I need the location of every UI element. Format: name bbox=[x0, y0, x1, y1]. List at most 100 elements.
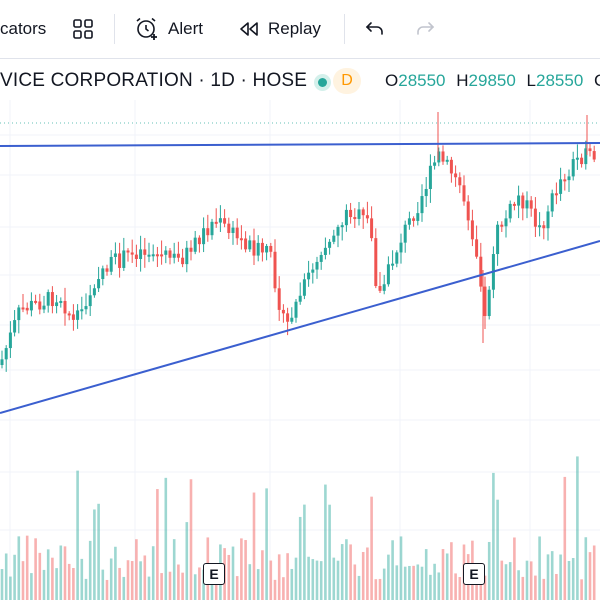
candle-body bbox=[176, 253, 180, 258]
volume-bar bbox=[17, 536, 21, 600]
ohlc-readout: O28550 H29850 L28550 C2 bbox=[385, 71, 600, 91]
candle-body bbox=[496, 224, 500, 255]
candle-body bbox=[403, 224, 407, 243]
candle-body bbox=[533, 208, 537, 227]
candle-body bbox=[126, 250, 130, 253]
volume-bar bbox=[93, 509, 96, 600]
candle-body bbox=[286, 313, 290, 322]
candle-body bbox=[428, 165, 432, 190]
volume-bar bbox=[84, 578, 88, 600]
volume-bar bbox=[483, 575, 487, 600]
toolbar-separator bbox=[114, 14, 115, 44]
volume-bar bbox=[563, 476, 567, 600]
resistance-trendline bbox=[0, 142, 600, 147]
candle-body bbox=[521, 195, 525, 209]
candle-body bbox=[105, 268, 109, 272]
volume-bar bbox=[181, 572, 184, 600]
candle-body bbox=[470, 220, 474, 240]
volume-bar bbox=[21, 561, 25, 600]
candle-body bbox=[508, 203, 512, 219]
indicators-button[interactable]: cators bbox=[0, 9, 46, 49]
volume-bar bbox=[374, 579, 378, 600]
volume-bar bbox=[126, 560, 130, 600]
candle-body bbox=[538, 225, 542, 228]
volume-bar bbox=[529, 561, 533, 600]
redo-icon bbox=[414, 18, 436, 40]
undo-button[interactable] bbox=[364, 9, 386, 49]
candle-body bbox=[475, 239, 479, 257]
volume-bar bbox=[118, 567, 121, 600]
volume-bar bbox=[72, 567, 75, 600]
candle-body bbox=[344, 209, 348, 226]
volume-bar bbox=[0, 569, 4, 600]
layouts-button[interactable] bbox=[72, 9, 94, 49]
candle-body bbox=[130, 252, 134, 255]
volume-bar bbox=[55, 568, 58, 600]
candle-body bbox=[525, 200, 529, 209]
candle-body bbox=[273, 251, 277, 289]
volume-bar bbox=[168, 571, 172, 600]
volume-bar bbox=[429, 574, 432, 600]
candle-body bbox=[353, 217, 357, 220]
candle-body bbox=[265, 245, 269, 253]
volume-bar bbox=[177, 564, 180, 600]
volume-bar bbox=[395, 565, 399, 600]
candle-body bbox=[546, 211, 550, 229]
candle-body bbox=[458, 177, 462, 186]
volume-bar bbox=[76, 470, 79, 600]
volume-bar bbox=[290, 568, 294, 600]
volume-bar bbox=[139, 561, 142, 600]
volume-bar bbox=[475, 575, 478, 600]
volume-bar bbox=[88, 540, 92, 600]
volume-bar bbox=[315, 560, 319, 600]
volume-bar bbox=[592, 545, 596, 600]
volume-bar bbox=[542, 578, 546, 600]
candle-body bbox=[407, 218, 411, 225]
candle-body bbox=[244, 238, 248, 250]
replay-button[interactable]: Replay bbox=[238, 9, 321, 49]
volume-bar bbox=[437, 572, 441, 600]
volume-bar bbox=[164, 477, 168, 600]
candle-body bbox=[134, 254, 138, 259]
redo-button[interactable] bbox=[414, 9, 436, 49]
volume-bar bbox=[235, 576, 239, 600]
earnings-event-badge[interactable]: E bbox=[203, 563, 225, 585]
candle-body bbox=[92, 288, 96, 296]
interval-badge[interactable]: D bbox=[333, 68, 361, 94]
candle-body bbox=[542, 225, 546, 229]
candle-body bbox=[332, 235, 336, 242]
candle-body bbox=[260, 242, 264, 253]
volume-bar bbox=[101, 569, 105, 600]
volume-bar bbox=[525, 560, 529, 600]
candle-body bbox=[445, 159, 449, 162]
volume-bar bbox=[349, 544, 352, 600]
volume-bar bbox=[269, 560, 273, 600]
candle-body bbox=[181, 257, 185, 265]
alert-button[interactable]: Alert bbox=[134, 9, 203, 49]
volume-bar bbox=[324, 484, 327, 600]
candle-body bbox=[21, 307, 25, 310]
candle-body bbox=[454, 173, 458, 178]
candle-body bbox=[252, 240, 256, 256]
candle-body bbox=[311, 269, 315, 273]
volume-bar bbox=[282, 577, 285, 600]
volume-bar bbox=[584, 537, 588, 600]
candle-body bbox=[340, 225, 344, 228]
symbol-title[interactable]: VICE CORPORATION · 1D · HOSE bbox=[0, 70, 308, 91]
earnings-event-badge[interactable]: E bbox=[463, 563, 485, 585]
candle-body bbox=[483, 286, 487, 317]
candle-body bbox=[307, 272, 311, 280]
candle-body bbox=[71, 314, 75, 320]
volume-bar bbox=[319, 561, 323, 600]
volume-bar bbox=[454, 573, 457, 600]
support-trendline bbox=[0, 240, 600, 414]
volume-bar bbox=[4, 553, 8, 600]
replay-label: Replay bbox=[268, 19, 321, 38]
candle-body bbox=[55, 302, 59, 307]
volume-bar bbox=[185, 522, 189, 600]
volume-bar bbox=[332, 557, 336, 600]
open-key: O bbox=[385, 71, 399, 90]
price-chart[interactable] bbox=[0, 100, 600, 600]
candle-body bbox=[206, 228, 210, 236]
candle-body bbox=[479, 256, 483, 287]
